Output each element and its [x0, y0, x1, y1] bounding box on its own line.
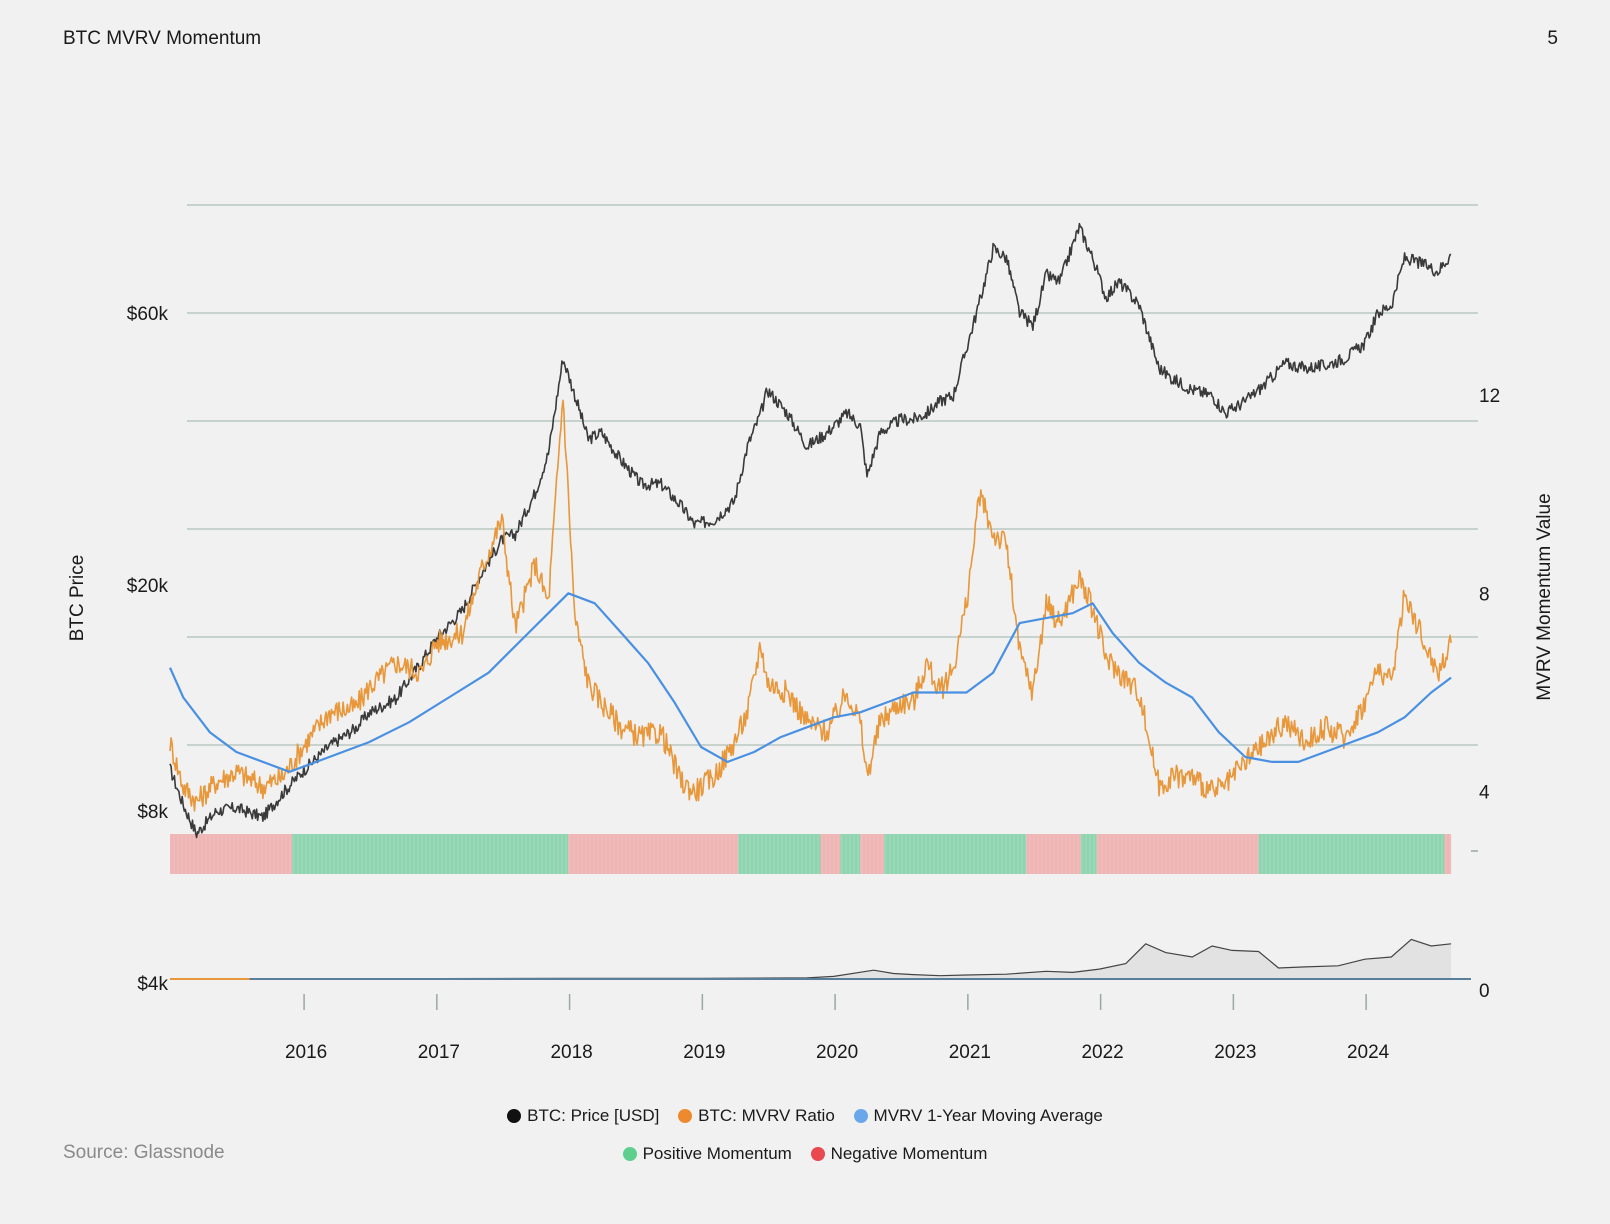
source-note: Source: Glassnode [63, 1142, 225, 1163]
x-tick-label-2020: 2020 [816, 1042, 858, 1063]
right-axis-ticks: 12 8 4 0 [1479, 386, 1500, 1002]
legend-label-mvrv: BTC: MVRV Ratio [698, 1106, 835, 1125]
moving-average-line [168, 592, 1452, 773]
legend-row-1: BTC: Price [USD] BTC: MVRV Ratio MVRV 1-… [0, 1106, 1610, 1126]
right-tick-label-1: 8 [1479, 584, 1490, 605]
momentum-segment-5 [840, 834, 861, 874]
momentum-segment-7 [884, 834, 1027, 874]
bottom-panel [170, 938, 1471, 980]
right-tick-label-3: 0 [1479, 981, 1490, 1002]
legend-item-negative: Negative Momentum [810, 1144, 988, 1164]
legend-item-moving-average: MVRV 1-Year Moving Average [853, 1106, 1103, 1126]
left-tick-label-0: $60k [127, 304, 169, 325]
left-tick-label-3: $4k [137, 974, 168, 995]
x-tick-label-2019: 2019 [683, 1042, 725, 1063]
legend-label-positive: Positive Momentum [642, 1144, 792, 1163]
momentum-segment-10 [1096, 834, 1259, 874]
legend-dot-moving-average [853, 1109, 868, 1123]
price-line [169, 222, 1452, 839]
legend-row-2: Positive Momentum Negative Momentum [0, 1144, 1610, 1164]
gridlines [187, 204, 1478, 746]
x-tick-label-2018: 2018 [550, 1042, 592, 1063]
mvrv-ratio-line [169, 399, 1452, 812]
momentum-segment-9 [1080, 834, 1097, 874]
momentum-band [169, 834, 1478, 874]
momentum-segment-6 [860, 834, 885, 874]
x-tick-label-2017: 2017 [418, 1042, 460, 1063]
legend-dot-mvrv [678, 1109, 693, 1123]
page-number: 5 [1547, 28, 1558, 49]
left-tick-label-1: $20k [127, 576, 169, 597]
legend-dot-positive [622, 1147, 637, 1161]
x-tick-label-2023: 2023 [1214, 1042, 1256, 1063]
x-tick-label-2024: 2024 [1347, 1042, 1390, 1063]
legend-item-positive: Positive Momentum [622, 1144, 792, 1164]
momentum-segment-3 [738, 834, 821, 874]
momentum-segment-1 [292, 834, 569, 874]
legend-item-mvrv: BTC: MVRV Ratio [678, 1106, 835, 1126]
legend-item-price: BTC: Price [USD] [507, 1106, 659, 1126]
legend-dot-negative [810, 1147, 825, 1161]
right-axis-label: MVRV Momentum Value [1534, 493, 1555, 700]
series-lines [168, 222, 1452, 839]
left-axis-ticks: $60k $20k $8k $4k [127, 304, 169, 995]
momentum-segment-2 [568, 834, 739, 874]
momentum-segment-0 [170, 834, 293, 874]
momentum-segment-4 [820, 834, 841, 874]
left-axis-label: BTC Price [67, 555, 88, 642]
bottom-panel-area [170, 939, 1452, 979]
x-tick-label-2016: 2016 [285, 1042, 327, 1063]
legend-label-price: BTC: Price [USD] [527, 1106, 660, 1125]
momentum-segment-11 [1258, 834, 1445, 874]
x-tick-label-2022: 2022 [1081, 1042, 1123, 1063]
legend-label-moving-average: MVRV 1-Year Moving Average [873, 1106, 1103, 1125]
momentum-segment-8 [1026, 834, 1081, 874]
left-tick-label-2: $8k [137, 802, 168, 823]
momentum-segment-12 [1444, 834, 1452, 874]
right-tick-label-2: 4 [1479, 783, 1490, 804]
legend-dot-price [507, 1109, 522, 1123]
right-tick-label-0: 12 [1479, 386, 1500, 407]
x-tick-label-2021: 2021 [949, 1042, 991, 1063]
legend-label-negative: Negative Momentum [830, 1144, 988, 1163]
page-title: BTC MVRV Momentum [63, 28, 262, 49]
x-axis: 2016 2017 2018 2019 2020 2021 2022 2023 2024 [285, 994, 1390, 1063]
